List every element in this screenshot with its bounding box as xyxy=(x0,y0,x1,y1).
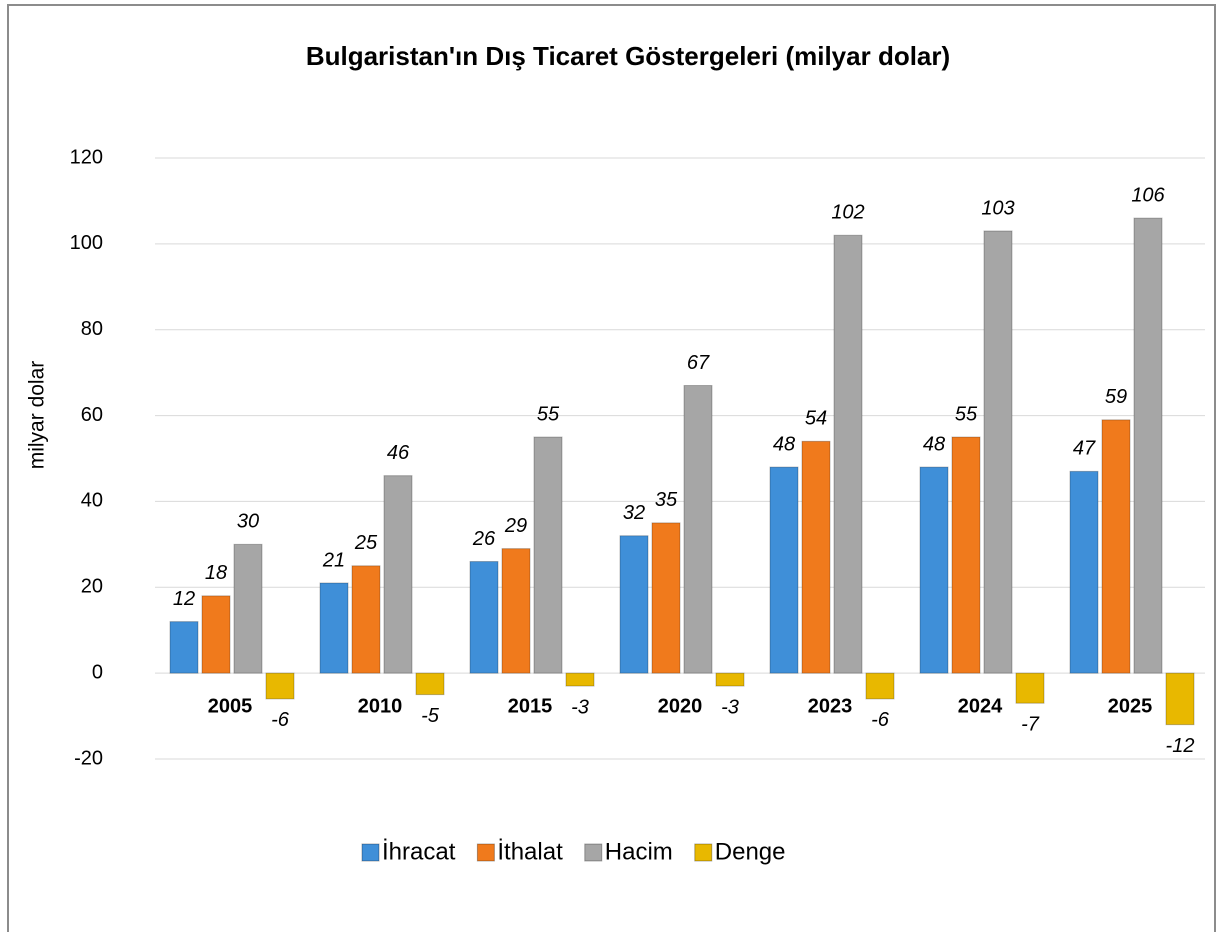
x-tick-label: 2015 xyxy=(508,695,553,717)
legend-marker xyxy=(476,843,495,862)
data-label: 32 xyxy=(623,502,645,524)
x-tick-label: 2025 xyxy=(1108,695,1153,717)
bar xyxy=(1015,672,1045,704)
bar xyxy=(1069,470,1099,674)
legend-label: İthalat xyxy=(497,838,563,865)
bar xyxy=(533,436,563,674)
bar xyxy=(383,475,413,674)
y-tick-label: 100 xyxy=(70,232,103,254)
x-tick-label: 2024 xyxy=(958,695,1003,717)
y-tick-label: 0 xyxy=(92,661,103,683)
data-label: -3 xyxy=(571,696,589,718)
bar xyxy=(651,522,681,674)
data-label: 12 xyxy=(173,588,195,610)
bar xyxy=(865,672,895,700)
bar xyxy=(919,466,949,674)
y-axis-label: milyar dolar xyxy=(26,361,49,470)
bar xyxy=(801,440,831,674)
data-label: -7 xyxy=(1021,713,1040,735)
bar xyxy=(619,535,649,674)
legend-label: Denge xyxy=(715,838,786,865)
bar xyxy=(319,582,349,674)
bar xyxy=(351,565,381,674)
data-label: 67 xyxy=(687,352,710,374)
legend-label: Hacim xyxy=(605,838,673,865)
bar xyxy=(951,436,981,674)
data-label: 54 xyxy=(805,408,827,430)
bar xyxy=(201,595,231,674)
data-label: -5 xyxy=(421,705,440,727)
y-tick-label: -20 xyxy=(74,747,103,769)
data-label: 21 xyxy=(322,549,345,571)
bar xyxy=(715,672,745,687)
data-label: 25 xyxy=(354,532,378,554)
data-label: 55 xyxy=(537,403,560,425)
bar xyxy=(983,230,1013,674)
y-tick-label: 20 xyxy=(81,576,103,598)
data-label: -12 xyxy=(1166,735,1195,757)
y-tick-label: 80 xyxy=(81,318,103,340)
bar xyxy=(169,621,199,674)
y-tick-label: 60 xyxy=(81,404,103,426)
data-label: -3 xyxy=(721,696,739,718)
bar xyxy=(415,672,445,696)
bar xyxy=(233,543,263,674)
data-label: -6 xyxy=(271,709,290,731)
data-label: 18 xyxy=(205,562,227,584)
data-label: 47 xyxy=(1073,438,1096,460)
chart-frame xyxy=(7,4,1216,932)
bar xyxy=(1101,419,1131,674)
x-tick-label: 2005 xyxy=(208,695,253,717)
bar xyxy=(565,672,595,687)
bar xyxy=(769,466,799,674)
bar xyxy=(501,548,531,674)
bar xyxy=(1133,217,1163,674)
y-tick-label: 120 xyxy=(70,146,103,168)
data-label: 106 xyxy=(1131,184,1165,206)
data-label: 46 xyxy=(387,442,410,464)
data-label: -6 xyxy=(871,709,890,731)
bar xyxy=(469,561,499,674)
data-label: 29 xyxy=(504,515,527,537)
data-label: 59 xyxy=(1105,386,1127,408)
x-tick-label: 2023 xyxy=(808,695,853,717)
data-label: 48 xyxy=(923,433,945,455)
data-label: 30 xyxy=(237,511,259,533)
legend-marker xyxy=(361,843,380,862)
data-label: 103 xyxy=(981,197,1014,219)
bar xyxy=(833,234,863,674)
data-label: 55 xyxy=(955,403,978,425)
bar xyxy=(265,672,295,700)
legend-marker xyxy=(584,843,603,862)
data-label: 26 xyxy=(472,528,496,550)
data-label: 35 xyxy=(655,489,678,511)
legend-marker xyxy=(694,843,713,862)
y-tick-label: 40 xyxy=(81,490,103,512)
chart-title: Bulgaristan'ın Dış Ticaret Göstergeleri … xyxy=(306,41,950,71)
x-tick-label: 2010 xyxy=(358,695,403,717)
bar xyxy=(1165,672,1195,726)
x-tick-label: 2020 xyxy=(658,695,703,717)
data-label: 102 xyxy=(831,202,864,224)
legend-label: İhracat xyxy=(382,838,456,865)
data-label: 48 xyxy=(773,433,795,455)
bar xyxy=(683,385,713,674)
